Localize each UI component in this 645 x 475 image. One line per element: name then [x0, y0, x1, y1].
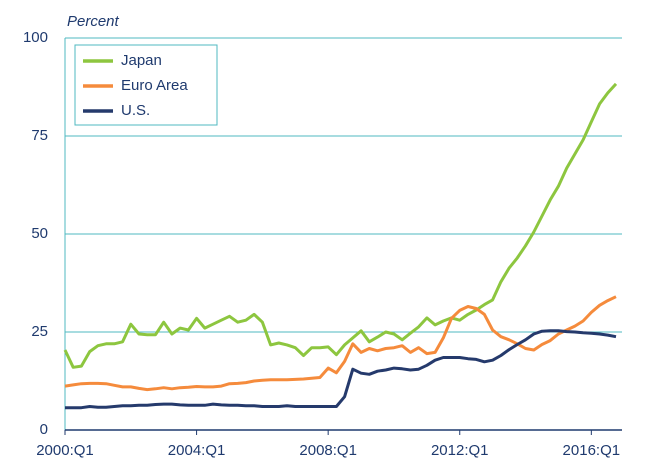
x-tick-label: 2016:Q1: [563, 442, 621, 459]
x-tick-label: 2000:Q1: [36, 442, 94, 459]
series-line: [63, 82, 618, 369]
x-tick-label: 2008:Q1: [299, 442, 357, 459]
series-line: [65, 329, 617, 410]
legend-label: U.S.: [121, 102, 150, 119]
y-tick-label: 100: [23, 29, 48, 46]
y-tick-label: 0: [40, 421, 48, 438]
y-axis-label: Percent: [67, 13, 120, 30]
legend-label: Euro Area: [121, 77, 188, 94]
series-line: [64, 295, 617, 392]
x-tick-label: 2012:Q1: [431, 442, 489, 459]
y-tick-label: 25: [31, 323, 48, 340]
legend-label: Japan: [121, 52, 162, 69]
y-tick-label: 50: [31, 225, 48, 242]
y-tick-label: 75: [31, 127, 48, 144]
x-tick-label: 2004:Q1: [168, 442, 226, 459]
